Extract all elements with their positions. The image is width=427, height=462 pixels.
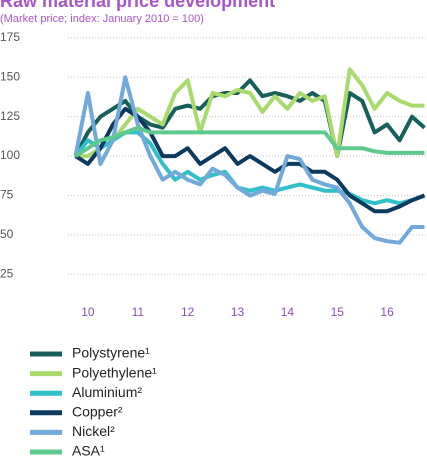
y-tick-label: 25 [0,266,14,280]
y-tick-label: 175 [0,30,20,44]
y-tick-label: 100 [0,148,20,162]
chart-subtitle: (Market price; index: January 2010 = 100… [0,13,204,25]
y-tick-label: 150 [0,69,20,83]
legend-label: Aluminium² [72,384,142,400]
legend-label: Polyethylene¹ [72,364,157,380]
x-tick-label: 12 [181,305,195,319]
y-tick-label: 125 [0,109,20,123]
y-tick-label: 75 [0,188,14,202]
legend-label: Copper² [72,404,123,420]
x-tick-label: 10 [81,305,95,319]
x-tick-label: 13 [231,305,245,319]
x-tick-label: 16 [380,305,394,319]
x-tick-label: 11 [132,305,145,319]
legend-label: Nickel² [72,423,115,439]
legend-label: Polystyrene¹ [72,345,150,361]
series-line [73,75,425,245]
y-tick-label: 50 [0,227,14,241]
legend-label: ASA¹ [72,443,105,459]
x-tick-label: 15 [331,305,345,319]
series-line [73,130,426,206]
series-line [74,125,425,158]
chart-title: Raw material price development [0,0,275,11]
x-tick-label: 14 [281,305,295,319]
